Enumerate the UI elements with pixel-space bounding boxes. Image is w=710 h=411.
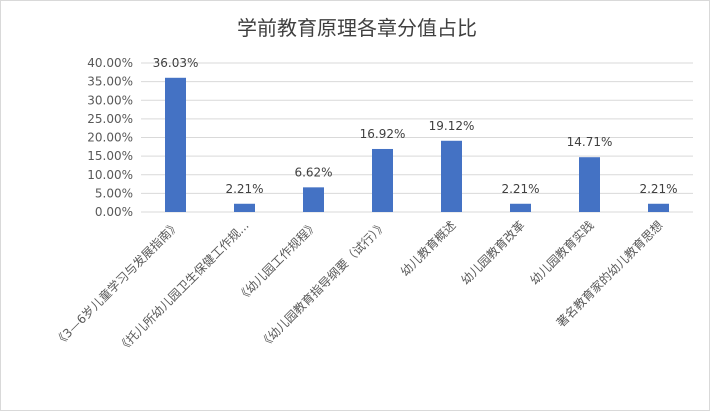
data-label: 14.71%	[567, 135, 613, 149]
data-label: 6.62%	[294, 165, 332, 179]
chart-title: 学前教育原理各章分值占比	[237, 16, 477, 40]
bar	[234, 203, 255, 212]
y-tick-label: 30.00%	[87, 93, 133, 107]
bar	[372, 148, 393, 212]
y-tick-label: 0.00%	[95, 205, 133, 219]
y-tick-label: 5.00%	[95, 186, 133, 200]
x-tick-label: 幼儿园教育实践	[527, 218, 597, 288]
x-tick-label: 幼儿园教育改革	[458, 218, 528, 288]
data-label: 36.03%	[153, 56, 199, 70]
x-tick-label: 《3—6岁儿童学习与发展指南》	[51, 218, 183, 350]
bar	[510, 203, 531, 212]
y-tick-label: 15.00%	[87, 149, 133, 163]
bar	[165, 77, 186, 212]
data-label: 16.92%	[360, 127, 406, 141]
data-label: 2.21%	[501, 182, 539, 196]
y-axis-tick-labels: 0.00% 5.00% 10.00% 15.00% 20.00% 25.00% 30.00%…	[87, 56, 133, 219]
x-tick-label: 幼儿教育概述	[397, 218, 459, 280]
bar	[648, 203, 669, 212]
data-label: 2.21%	[639, 182, 677, 196]
data-labels: 36.03% 2.21% 6.62% 16.92% 19.12% 2.21% 14.71% 2…	[153, 56, 678, 196]
y-tick-label: 35.00%	[87, 75, 133, 89]
x-tick-label: 《幼儿园教育指导纲要（试行）》	[256, 218, 390, 352]
data-label: 19.12%	[429, 119, 475, 133]
data-label: 2.21%	[225, 182, 263, 196]
y-tick-label: 10.00%	[87, 168, 133, 182]
x-tick-label: 《托儿所幼儿园卫生保健工作规...	[114, 218, 251, 355]
y-tick-label: 40.00%	[87, 56, 133, 70]
y-tick-label: 25.00%	[87, 112, 133, 126]
x-axis-tick-labels: 《3—6岁儿童学习与发展指南》《托儿所幼儿园卫生保健工作规...《幼儿园工作规程…	[51, 218, 666, 355]
y-tick-label: 20.00%	[87, 131, 133, 145]
bars	[165, 77, 669, 212]
gridlines	[141, 62, 693, 213]
bar	[579, 157, 600, 212]
bar	[303, 187, 324, 212]
bar	[441, 140, 462, 212]
